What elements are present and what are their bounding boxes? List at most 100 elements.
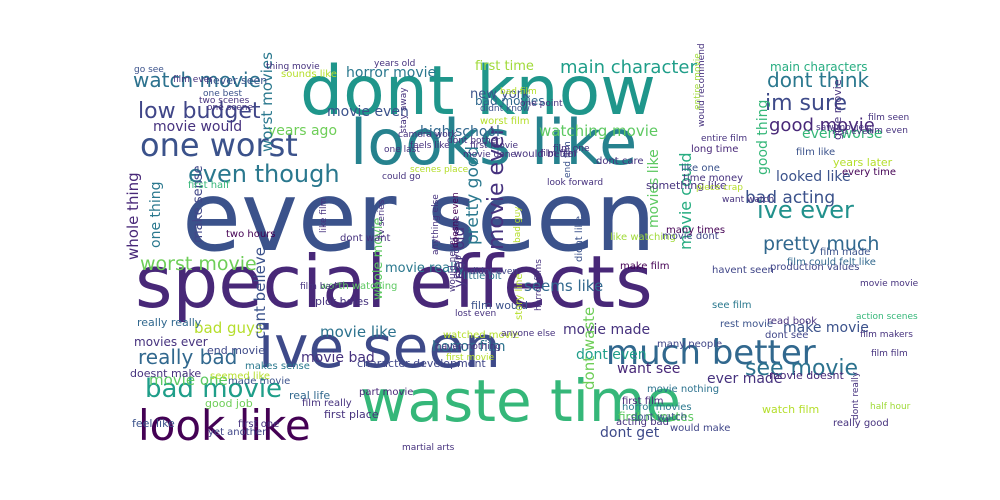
cloud-word: ive seen [258, 313, 501, 381]
cloud-word: film could felt like [787, 257, 876, 268]
cloud-word: dont care [596, 156, 644, 167]
cloud-word: first movie [470, 141, 519, 151]
cloud-word: movie like [320, 323, 397, 341]
cloud-word: ive ever [757, 196, 854, 224]
cloud-word: lost even [455, 309, 497, 319]
cloud-word: whole thing [124, 172, 142, 260]
cloud-word: plot holes [315, 295, 369, 308]
cloud-word: first place [324, 408, 379, 421]
cloud-word: ever made [707, 371, 783, 387]
cloud-word: production values [770, 262, 860, 273]
cloud-word: entire movie [693, 53, 703, 110]
cloud-word: didnt know [480, 104, 530, 114]
cloud-word: bad film [500, 87, 537, 97]
cloud-word: worth watching [320, 281, 398, 292]
cloud-word: movie one [149, 371, 228, 389]
cloud-word: makes sense [245, 361, 310, 372]
cloud-word: piece crap [696, 183, 743, 193]
cloud-word: movie would [153, 119, 243, 135]
cloud-word: movie nothing [647, 384, 720, 395]
cloud-word: movie dont [662, 231, 719, 242]
cloud-word: looked like [776, 169, 851, 185]
cloud-word: dont want [340, 233, 391, 244]
cloud-word: would make [670, 423, 731, 434]
cloud-word: story line [514, 273, 525, 320]
cloud-word: end movie [207, 344, 265, 357]
cloud-word: sounds like [281, 69, 337, 80]
cloud-word: two hours [226, 229, 276, 240]
cloud-word: first film [622, 396, 664, 407]
cloud-word: watch movie [133, 68, 261, 92]
cloud-word: one point [520, 99, 563, 109]
cloud-word: dont bother [447, 136, 501, 146]
cloud-word: good movie [769, 115, 875, 136]
cloud-word: dont really [851, 371, 861, 420]
cloud-word: dont get [600, 425, 660, 441]
cloud-word: feels like [410, 141, 450, 151]
cloud-word: worst film [480, 116, 530, 127]
cloud-word: horror film [432, 339, 506, 355]
cloud-word: ever seen [182, 161, 656, 273]
cloud-word: dont see [765, 330, 809, 341]
cloud-word: yet another [208, 427, 267, 438]
cloud-word: seems like [524, 277, 604, 295]
cloud-word: im sure [765, 91, 848, 116]
cloud-word: long time [691, 144, 739, 155]
cloud-word: dont know [300, 52, 656, 131]
cloud-word: one thing [148, 181, 164, 248]
cloud-word: really good [833, 418, 889, 429]
cloud-word: make sense [191, 165, 206, 243]
cloud-word: want watch [722, 195, 775, 205]
cloud-word: would better [514, 149, 578, 160]
cloud-word: years old [374, 59, 416, 69]
cloud-word: bad movies [475, 94, 545, 108]
cloud-word: film even [866, 126, 908, 136]
cloud-word: movie really [385, 261, 465, 276]
cloud-word: waste time [360, 367, 682, 435]
cloud-word: real life [289, 389, 331, 402]
cloud-word: action scenes [856, 312, 918, 322]
cloud-word: stay away [399, 87, 409, 133]
cloud-word: movie made [563, 322, 651, 338]
cloud-word: horror movies [622, 402, 692, 413]
cloud-word: bad guys [194, 319, 263, 337]
cloud-word: worst movie [140, 253, 257, 275]
cloud-word: time money [683, 173, 744, 184]
cloud-word: dont waste [580, 306, 598, 390]
cloud-word: first time [475, 59, 534, 74]
cloud-word: acting bad [616, 417, 670, 428]
cloud-word: horror movie [346, 65, 437, 81]
cloud-word: horror films [534, 259, 544, 311]
cloud-word: martial arts [402, 443, 455, 453]
cloud-word: movie bad [301, 350, 375, 366]
cloud-word: high school [420, 124, 500, 140]
cloud-word: film bad [300, 282, 337, 292]
cloud-word: character development [357, 357, 486, 370]
cloud-word: film ever [173, 75, 213, 85]
cloud-word: bad acting [745, 188, 836, 208]
cloud-word: one last [384, 145, 420, 155]
cloud-word: really really [137, 316, 202, 329]
cloud-word: film makers [860, 330, 913, 340]
cloud-word: make film [620, 261, 670, 272]
cloud-word: movies ever [134, 335, 208, 349]
cloud-word: much better [606, 333, 816, 373]
cloud-word: pretty much [763, 233, 880, 255]
cloud-word: first movie [446, 353, 495, 363]
cloud-word: didnt like [574, 215, 585, 262]
cloud-word: anyone else [501, 329, 556, 339]
cloud-word: never seen [206, 74, 268, 87]
cloud-word: doesnt make [130, 367, 202, 380]
cloud-word: camera work [398, 130, 457, 140]
cloud-word: film film [540, 149, 577, 159]
cloud-word: one worst [140, 126, 298, 164]
cloud-word: dont think [767, 68, 870, 92]
cloud-word: movie even [327, 104, 409, 120]
cloud-word: tv series [377, 199, 387, 238]
cloud-word: make movie [783, 320, 869, 336]
cloud-word: saw movie [816, 123, 865, 133]
cloud-word: thing movie [266, 62, 320, 72]
cloud-word: watch film [762, 403, 820, 416]
cloud-word: film like [796, 147, 836, 158]
